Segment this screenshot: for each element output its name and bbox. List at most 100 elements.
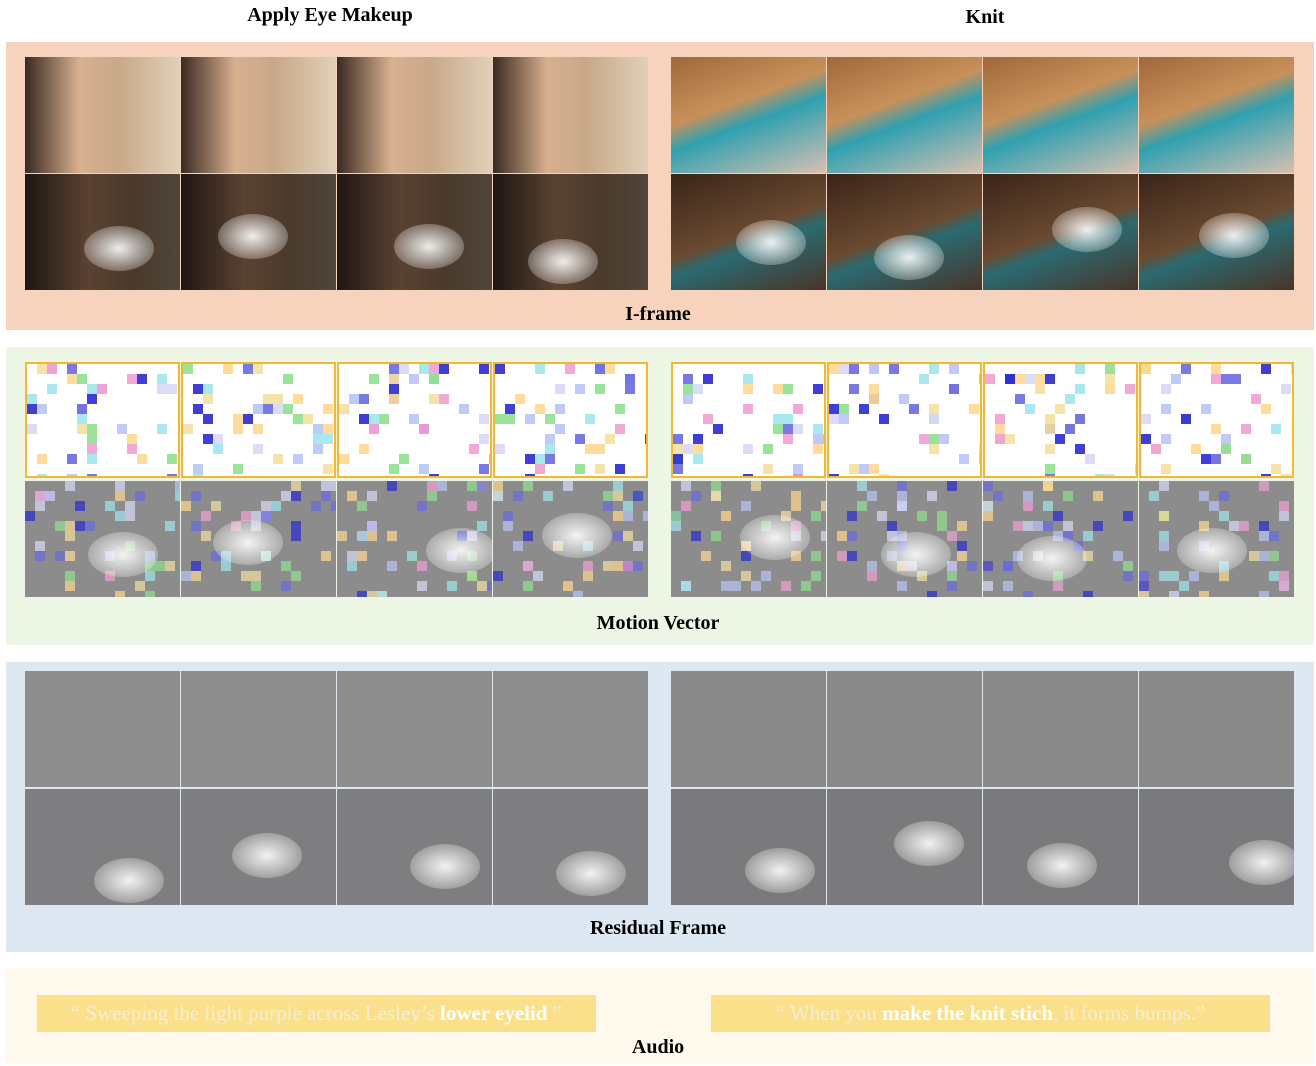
mv-block: [791, 551, 801, 561]
motion-vector-frame: [337, 362, 492, 478]
mv-block: [1023, 521, 1033, 531]
mv-block: [1063, 521, 1073, 531]
mv-block: [223, 364, 233, 374]
mv-block: [565, 364, 575, 374]
mv-block: [261, 501, 271, 511]
mv-block: [533, 571, 543, 581]
mv-block: [899, 394, 909, 404]
mv-block: [439, 364, 449, 374]
mv-block: [323, 434, 333, 444]
mv-block: [751, 481, 761, 491]
mv-block: [1023, 591, 1033, 597]
mv-block: [357, 551, 367, 561]
mv-block: [1239, 521, 1249, 531]
mv-block: [813, 444, 823, 454]
mv-block: [77, 424, 87, 434]
mv-block: [969, 404, 979, 414]
residual-frame: [671, 789, 826, 905]
mv-block: [369, 374, 379, 384]
residual-frame: [671, 671, 826, 787]
attention-glow: [556, 850, 627, 896]
mv-block: [65, 571, 75, 581]
mv-block: [349, 394, 359, 404]
mv-block: [291, 571, 301, 581]
mv-block: [447, 581, 457, 591]
mv-block: [167, 454, 177, 464]
mv-block: [523, 561, 533, 571]
mv-block: [37, 454, 47, 464]
attention-glow: [93, 857, 164, 903]
mv-block: [1065, 394, 1075, 404]
mv-block: [181, 501, 191, 511]
mv-block: [857, 501, 867, 511]
attention-glow: [217, 213, 288, 259]
mv-block: [693, 444, 703, 454]
motion-vector-frame: [337, 481, 492, 597]
mv-block: [87, 424, 97, 434]
motion-vector-frame: [1139, 362, 1294, 478]
mv-block: [97, 384, 107, 394]
mv-block: [203, 384, 213, 394]
mv-block: [783, 424, 793, 434]
mv-block: [1023, 491, 1033, 501]
mv-block: [545, 444, 555, 454]
attention-glow: [541, 513, 612, 559]
mv-block: [939, 434, 949, 444]
mv-block: [213, 444, 223, 454]
residual-frame: [181, 671, 336, 787]
mv-block: [741, 501, 751, 511]
iframe-frame: [493, 174, 648, 290]
mv-block: [919, 434, 929, 444]
iframe-frame: [1139, 174, 1294, 290]
mv-block: [313, 424, 323, 434]
attention-glow: [231, 832, 302, 878]
mv-block: [1169, 571, 1179, 581]
caption: “ When you make the knit stich, it forms…: [711, 995, 1270, 1032]
mv-block: [563, 481, 573, 491]
mv-block: [1149, 491, 1159, 501]
mv-block: [357, 591, 367, 597]
mv-block: [711, 531, 721, 541]
mv-block: [1053, 581, 1063, 591]
mv-block: [1159, 541, 1169, 551]
mv-block: [605, 364, 615, 374]
mv-block: [1083, 531, 1093, 541]
mv-block: [741, 551, 751, 561]
mv-block: [221, 561, 231, 571]
mv-block: [857, 481, 867, 491]
mv-block: [191, 571, 201, 581]
mv-block: [417, 581, 427, 591]
mv-block: [65, 521, 75, 531]
mv-block: [979, 444, 980, 454]
mv-block: [1053, 511, 1063, 521]
mv-block: [1005, 374, 1015, 384]
mv-block: [623, 531, 633, 541]
mv-block: [1159, 511, 1169, 521]
mv-block: [293, 414, 303, 424]
mv-block: [1279, 581, 1289, 591]
mv-block: [929, 444, 939, 454]
mv-block: [947, 531, 957, 541]
mv-block: [949, 364, 959, 374]
mv-block: [1141, 414, 1151, 424]
mv-block: [849, 464, 859, 474]
mv-block: [357, 501, 367, 511]
mv-block: [1219, 491, 1229, 501]
mv-block: [127, 434, 137, 444]
mv-block: [849, 384, 859, 394]
mv-block: [623, 511, 633, 521]
mv-block: [1179, 581, 1189, 591]
mv-block: [1181, 414, 1191, 424]
mv-block: [623, 501, 633, 511]
mv-block: [829, 414, 839, 424]
mv-block: [983, 561, 993, 571]
residual-frame: [493, 789, 648, 905]
mv-block: [183, 364, 193, 374]
mv-block: [203, 434, 213, 444]
mv-block: [37, 474, 47, 476]
mv-block: [167, 384, 177, 394]
mv-block: [347, 551, 357, 561]
mv-block: [595, 384, 605, 394]
mv-block: [1259, 551, 1269, 561]
